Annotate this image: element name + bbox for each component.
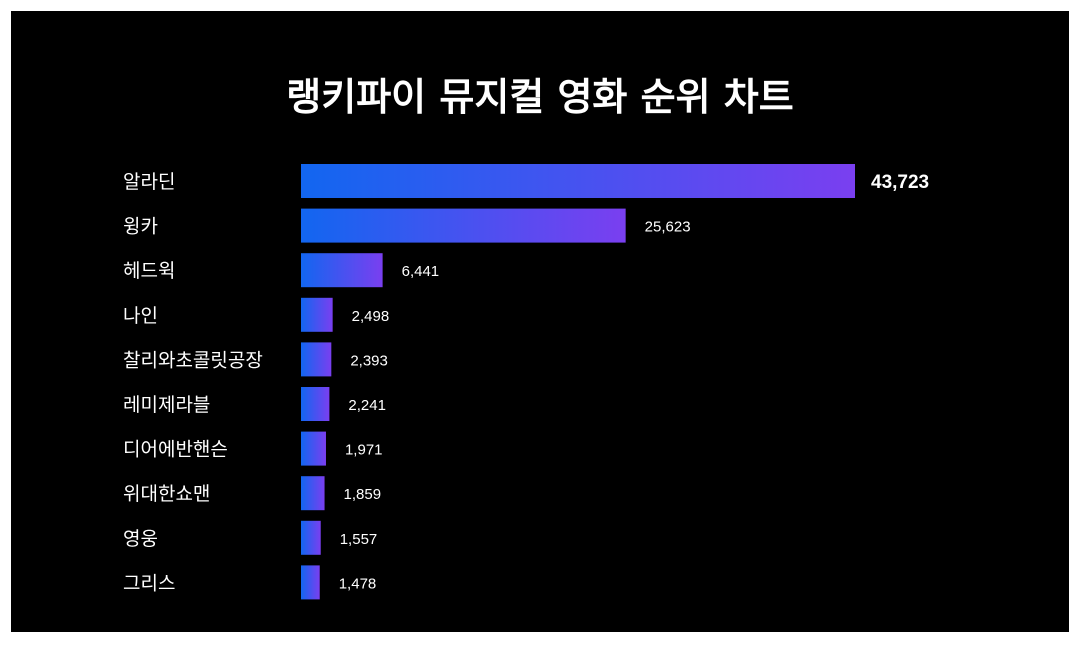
bar xyxy=(301,253,383,288)
bar xyxy=(301,520,321,555)
category-label: 찰리와초콜릿공장 xyxy=(123,349,263,371)
category-label: 그리스 xyxy=(123,572,175,594)
category-label: 디어에반핸슨 xyxy=(123,439,228,461)
category-label: 헤드윅 xyxy=(123,260,175,282)
value-label: 2,241 xyxy=(348,397,386,414)
bar xyxy=(301,164,855,198)
value-label: 25,623 xyxy=(645,219,691,236)
value-label: 1,971 xyxy=(345,442,383,459)
bar xyxy=(301,297,333,332)
bar xyxy=(301,208,626,243)
bar xyxy=(301,387,330,421)
category-label: 윙카 xyxy=(123,216,158,238)
value-label: 1,859 xyxy=(344,486,382,503)
category-label: 알라딘 xyxy=(123,171,175,193)
value-label: 43,723 xyxy=(871,172,929,193)
category-label: 영웅 xyxy=(123,528,158,550)
bar xyxy=(301,565,320,600)
category-label: 레미제라블 xyxy=(123,394,210,416)
bars-layer: 알라딘 43,723 윙카 25,623 헤드윅 6,441 나인 2,498 찰리와초콜릿공장… xyxy=(123,164,929,600)
bar xyxy=(301,431,326,466)
bar xyxy=(301,342,332,377)
bar xyxy=(301,476,325,511)
chart-title: 랭키파이 뮤지컬 영화 순위 차트 xyxy=(286,75,793,119)
value-label: 2,498 xyxy=(352,308,390,325)
category-label: 위대한쇼맨 xyxy=(123,483,210,505)
category-label: 나인 xyxy=(123,305,158,327)
value-label: 2,393 xyxy=(350,352,388,369)
value-label: 6,441 xyxy=(402,263,440,280)
chart-frame xyxy=(11,11,1069,632)
value-label: 1,557 xyxy=(340,531,378,548)
value-label: 1,478 xyxy=(339,575,377,592)
